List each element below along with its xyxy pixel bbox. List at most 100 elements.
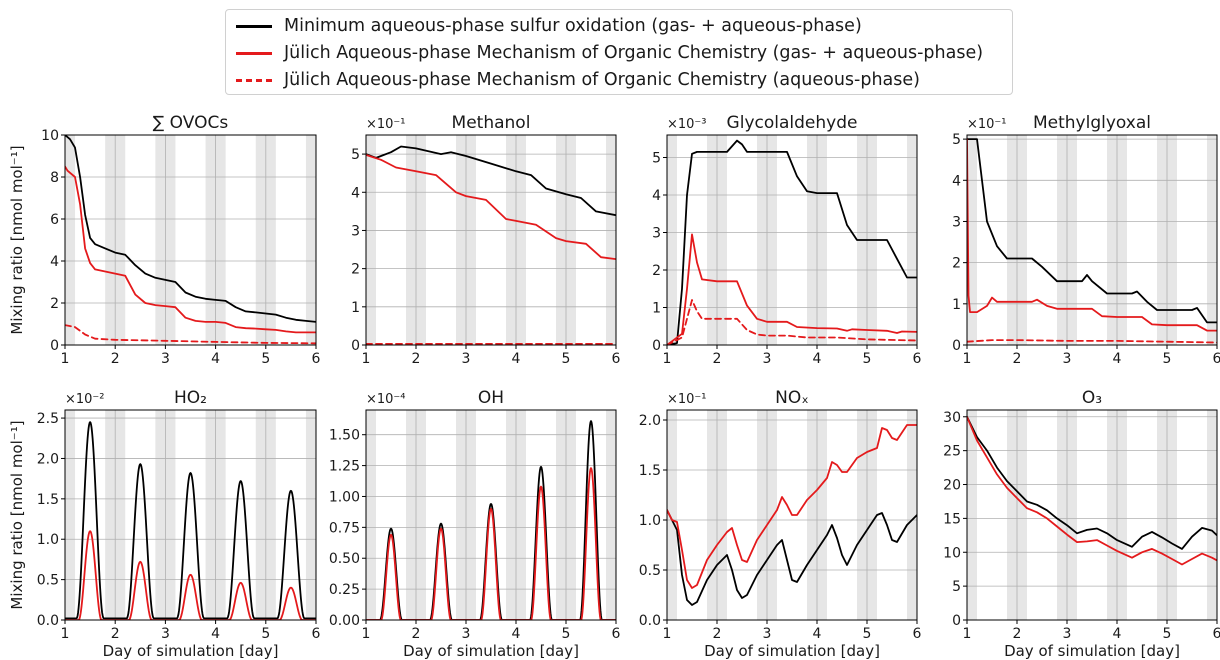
night-band xyxy=(1207,135,1217,345)
night-band xyxy=(366,135,376,345)
x-tick-label: 3 xyxy=(462,626,471,642)
x-tick-label: 3 xyxy=(161,626,170,642)
y-tick-label: 20 xyxy=(943,478,961,494)
x-tick-label: 1 xyxy=(963,626,972,642)
series-group xyxy=(366,420,616,620)
x-tick-label: 2 xyxy=(111,351,120,367)
night-band xyxy=(967,135,977,345)
x-tick-label: 5 xyxy=(863,351,872,367)
x-tick-label: 1 xyxy=(362,626,371,642)
legend-item-jamoc-total: Jülich Aqueous-phase Mechanism of Organi… xyxy=(236,40,983,66)
y-tick-label: 0.5 xyxy=(639,563,661,579)
x-tick-label: 4 xyxy=(813,351,822,367)
legend-label: Minimum aqueous-phase sulfur oxidation (… xyxy=(284,16,862,36)
x-tick-label: 4 xyxy=(211,351,220,367)
y-tick-label: 2 xyxy=(50,296,59,312)
y-axis-label-row-1: Mixing ratio [nmol mol⁻¹] xyxy=(8,145,26,334)
legend-swatch-red-dashed xyxy=(236,78,272,82)
y-tick-label: 10 xyxy=(943,545,961,561)
panel-title: NOₓ xyxy=(775,388,809,408)
series-line-black-solid xyxy=(667,509,917,606)
x-tick-label: 3 xyxy=(1063,626,1072,642)
x-tick-label: 5 xyxy=(261,351,270,367)
series-line-black-solid xyxy=(366,145,616,217)
x-tick-label: 1 xyxy=(963,351,972,367)
x-tick-label: 2 xyxy=(412,626,421,642)
axis-multiplier: ×10⁻¹ xyxy=(366,117,406,132)
panel-frame xyxy=(966,409,1218,621)
y-tick-label: 0 xyxy=(952,338,961,354)
night-band xyxy=(305,410,316,620)
x-tick-label: 6 xyxy=(913,626,922,642)
axis-multiplier: ×10⁻¹ xyxy=(967,117,1007,132)
night-band xyxy=(667,135,677,345)
y-tick-label: 4 xyxy=(351,185,360,201)
x-tick-label: 3 xyxy=(763,351,772,367)
y-tick-label: 4 xyxy=(652,188,661,204)
y-tick-label: 1.0 xyxy=(639,513,661,529)
y-tick-label: 0.5 xyxy=(37,573,59,589)
legend-swatch-black-solid xyxy=(236,24,272,28)
y-tick-label: 3 xyxy=(952,214,961,230)
x-tick-label: 3 xyxy=(462,351,471,367)
y-tick-label: 4 xyxy=(952,173,961,189)
x-tick-label: 5 xyxy=(261,626,270,642)
x-tick-label: 6 xyxy=(612,626,621,642)
night-band xyxy=(305,135,316,345)
y-tick-label: 0 xyxy=(50,338,59,354)
y-tick-label: 0 xyxy=(652,338,661,354)
y-tick-label: 2 xyxy=(351,262,360,278)
x-tick-label: 6 xyxy=(312,626,321,642)
y-tick-label: 0.25 xyxy=(329,582,360,598)
legend-label: Jülich Aqueous-phase Mechanism of Organi… xyxy=(284,43,984,63)
x-tick-label: 5 xyxy=(562,351,571,367)
y-tick-label: 2.0 xyxy=(639,413,661,429)
panel-frame xyxy=(64,409,317,621)
panel-title: Glycolaldehyde xyxy=(727,113,858,133)
y-tick-label: 6 xyxy=(50,212,59,228)
night-band xyxy=(667,410,677,620)
panel-title: HO₂ xyxy=(174,388,207,408)
x-tick-label: 3 xyxy=(763,626,772,642)
y-tick-label: 30 xyxy=(943,410,961,426)
y-tick-label: 3 xyxy=(652,226,661,242)
night-band xyxy=(366,410,376,620)
y-tick-label: 0 xyxy=(351,338,360,354)
x-tick-label: 1 xyxy=(663,626,672,642)
series-line-red-solid xyxy=(667,233,917,345)
night-band xyxy=(967,410,977,620)
axis-multiplier: ×10⁻² xyxy=(65,392,105,407)
y-tick-label: 1.25 xyxy=(329,459,360,475)
series-line-black-solid xyxy=(967,138,1217,324)
y-tick-label: 2 xyxy=(952,256,961,272)
series-group xyxy=(65,421,316,620)
x-tick-label: 1 xyxy=(663,351,672,367)
x-tick-label: 5 xyxy=(1163,351,1172,367)
legend-item-jamoc-aqueous: Jülich Aqueous-phase Mechanism of Organi… xyxy=(236,67,920,93)
panel-frame xyxy=(64,134,317,346)
y-tick-label: 1 xyxy=(652,301,661,317)
y-tick-label: 1.5 xyxy=(37,492,59,508)
panel-title: Methanol xyxy=(452,113,531,133)
x-tick-label: 4 xyxy=(211,626,220,642)
panel-frame xyxy=(966,134,1218,346)
series-line-red-solid xyxy=(366,467,616,620)
x-tick-label: 3 xyxy=(1063,351,1072,367)
night-band xyxy=(606,410,616,620)
x-tick-label: 1 xyxy=(362,351,371,367)
x-tick-label: 5 xyxy=(1163,626,1172,642)
series-group xyxy=(967,138,1217,344)
x-tick-label: 2 xyxy=(713,351,722,367)
x-axis-label: Day of simulation [day] xyxy=(403,642,579,660)
y-tick-label: 0.75 xyxy=(329,520,360,536)
x-axis-label: Day of simulation [day] xyxy=(103,642,279,660)
panel-frame xyxy=(365,409,617,621)
x-tick-label: 2 xyxy=(713,626,722,642)
x-tick-label: 6 xyxy=(1213,351,1220,367)
series-group xyxy=(65,135,316,345)
